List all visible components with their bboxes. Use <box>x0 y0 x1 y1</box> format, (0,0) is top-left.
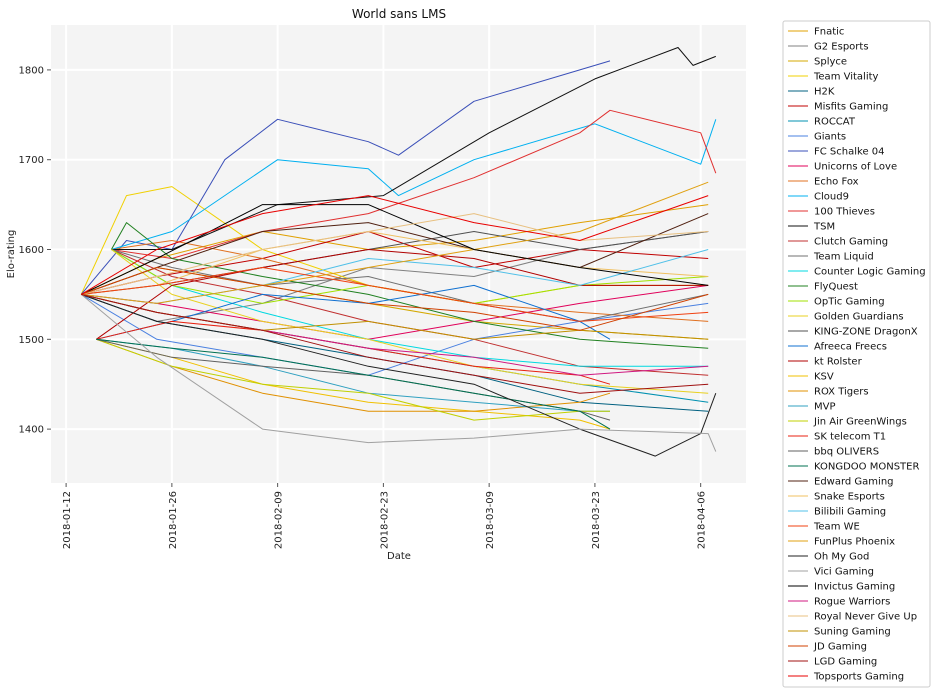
legend-entry: Snake Esports <box>814 492 885 503</box>
legend-entry: JD Gaming <box>813 642 867 653</box>
legend-entry: Team WE <box>813 522 860 533</box>
legend-entry: KSV <box>814 372 834 383</box>
legend-entry: Counter Logic Gaming <box>814 267 926 278</box>
legend-entry: Oh My God <box>814 552 869 563</box>
series-line <box>81 293 717 457</box>
x-tick-label: 2018-03-23 <box>591 491 602 549</box>
legend-entry: G2 Esports <box>814 42 869 53</box>
legend: Fnatic G2 Esports Splyce Team Vitality H2K Mi… <box>782 20 931 688</box>
series-line <box>80 294 717 452</box>
series-line <box>80 195 709 295</box>
legend-entry: Vici Gaming <box>814 567 874 578</box>
legend-entry: Echo Fox <box>814 177 859 188</box>
legend-entry: FlyQuest <box>814 282 858 293</box>
legend-entry: Team Liquid <box>813 252 874 263</box>
legend-box <box>782 20 931 688</box>
y-tick-label: 1700 <box>19 155 44 166</box>
axes: 2018-01-12 2018-01-26 2018-02-09 2018-02-23… <box>19 65 708 549</box>
legend-entry: Bilibili Gaming <box>814 507 886 518</box>
series-line <box>81 267 709 322</box>
series-line <box>80 60 611 295</box>
legend-entry: Fnatic <box>814 27 844 38</box>
legend-entry: ROX Tigers <box>814 387 869 398</box>
grid-lines <box>51 25 746 483</box>
x-tick-label: 2018-03-09 <box>485 491 496 549</box>
legend-entry: Suning Gaming <box>814 627 891 638</box>
legend-entry: SK telecom T1 <box>814 432 886 443</box>
legend-entry: KONGDOO MONSTER <box>814 462 919 473</box>
series-line <box>111 109 717 259</box>
series-line <box>81 293 709 394</box>
legend-entry: Clutch Gaming <box>814 237 888 248</box>
x-axis-label: Date <box>387 551 411 562</box>
legend-entry: ROCCAT <box>814 117 856 128</box>
series-line <box>96 338 611 430</box>
legend-entry: KING-ZONE DragonX <box>814 327 918 338</box>
legend-entry: FunPlus Phoenix <box>814 537 895 548</box>
legend-entry: Edward Gaming <box>814 477 894 488</box>
legend-entry: Misfits Gaming <box>814 102 888 113</box>
legend-entry: Jin Air GreenWings <box>813 417 907 428</box>
series-layer <box>80 47 717 457</box>
chart-title: World sans LMS <box>352 7 446 21</box>
series-line <box>81 267 709 331</box>
series-line <box>111 249 709 394</box>
legend-entry: MVP <box>814 402 836 413</box>
legend-entry: FC Schalke 04 <box>814 147 885 158</box>
x-tick-label: 2018-02-23 <box>379 491 390 549</box>
legend-entry: Invictus Gaming <box>814 582 895 593</box>
legend-entry: Team Vitality <box>813 72 879 83</box>
legend-entry: Rogue Warriors <box>814 597 890 608</box>
y-axis-label: Elo-rating <box>6 230 17 279</box>
y-tick-label: 1600 <box>19 245 44 256</box>
series-line <box>81 181 709 304</box>
x-tick-label: 2018-04-06 <box>697 491 708 549</box>
x-tick-label: 2018-01-26 <box>168 491 179 549</box>
y-tick-label: 1400 <box>19 425 44 436</box>
legend-entry: LGD Gaming <box>814 657 877 668</box>
legend-entry: Golden Guardians <box>814 312 904 323</box>
legend-entry: Splyce <box>814 57 847 68</box>
legend-entry: Unicorns of Love <box>814 162 897 173</box>
x-tick-label: 2018-01-12 <box>62 491 73 549</box>
legend-entry: Afreeca Freecs <box>814 342 887 353</box>
legend-entry: Giants <box>814 132 846 143</box>
series-line <box>110 222 709 349</box>
series-line <box>80 204 709 295</box>
legend-entry: H2K <box>814 87 835 98</box>
y-tick-label: 1500 <box>19 335 44 346</box>
legend-entry: kt Rolster <box>814 357 863 368</box>
x-tick-label: 2018-02-09 <box>274 491 285 549</box>
series-line <box>111 119 717 250</box>
legend-entry: Royal Never Give Up <box>814 612 917 623</box>
legend-entry: Cloud9 <box>814 192 849 203</box>
y-tick-label: 1800 <box>19 65 44 76</box>
series-line <box>111 47 716 250</box>
legend-entry: TSM <box>813 222 835 233</box>
legend-entry: bbq OLIVERS <box>814 447 879 458</box>
legend-entry: Topsports Gaming <box>813 672 904 683</box>
legend-entry: OpTic Gaming <box>814 297 885 308</box>
legend-entry: 100 Thieves <box>814 207 875 218</box>
